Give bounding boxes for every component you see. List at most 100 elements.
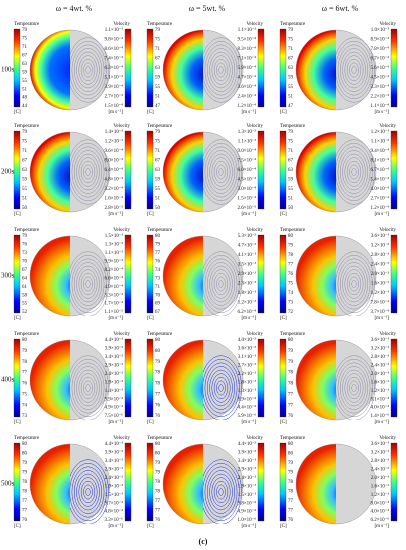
vel-tick-label: 3.2×10⁻³ (371, 346, 390, 352)
vel-tick-label: 1.2×10⁻³ (371, 290, 390, 296)
temp-tick-label: 51 (155, 197, 161, 202)
temp-tick-label: 59 (288, 76, 294, 81)
streamline (337, 146, 371, 198)
streamline (211, 55, 231, 85)
temp-tick-label: 58 (22, 293, 28, 298)
streamline (349, 62, 359, 78)
column-header: ω = 6wt. % (322, 4, 359, 13)
column-header: ω = 5wt. % (189, 4, 226, 13)
streamline (70, 459, 109, 524)
streamline (211, 269, 231, 299)
streamline (78, 269, 98, 299)
temp-tick-label: 75 (288, 140, 294, 145)
temp-tick-label: 50 (22, 206, 28, 211)
panel: Temperature8079787776757473[C]Velocity4.… (13, 332, 132, 425)
vel-tick-label: 1.1×10⁻⁵ (105, 309, 124, 315)
temp-tick-label: 63 (155, 168, 161, 173)
temp-tick-label: 55 (288, 187, 294, 192)
temp-tick-label: 50 (155, 206, 161, 211)
streamline (216, 164, 226, 180)
temp-tick-label: 75 (22, 392, 28, 397)
vel-tick-label: 2.2×10⁻⁴ (371, 94, 390, 100)
streamline (209, 153, 233, 191)
vel-tick-label: 2.2×10⁻³ (238, 371, 257, 377)
temp-tick-label: 80 (155, 452, 161, 457)
temp-tick-label: 63 (288, 66, 294, 71)
vel-tick-label: 3.2×10⁻³ (371, 243, 390, 249)
streamline-field (336, 236, 376, 316)
vel-unit: [m s⁻¹] (374, 419, 389, 425)
vel-tick-label: 4.7×10⁻⁴ (238, 75, 257, 81)
temp-unit: [C] (14, 420, 21, 425)
temp-title: Temperature (14, 332, 40, 337)
temp-tick-label: 78 (22, 360, 28, 365)
vel-colorbar (124, 234, 132, 314)
vel-tick-label: 5.9×10⁻⁶ (238, 413, 257, 419)
temperature-field (30, 132, 70, 212)
temp-tick-label: 79 (22, 471, 28, 476)
temp-tick-label: 76 (288, 518, 294, 523)
streamline (85, 66, 91, 74)
circle-outline (295, 443, 377, 525)
streamline (336, 251, 375, 316)
vel-colorbar (390, 442, 398, 522)
temp-tick-label: 76 (155, 403, 161, 408)
streamline (71, 466, 105, 518)
temp-unit: [C] (14, 110, 21, 115)
circle-outline (29, 443, 111, 525)
streamline (351, 66, 357, 74)
vel-title: Velocity (246, 332, 263, 337)
temp-colorbar (279, 234, 287, 314)
temp-tick-label: 79 (22, 234, 28, 239)
streamline (80, 160, 96, 184)
vel-tick-label: 1.4×10⁻⁶ (371, 413, 390, 419)
streamline (203, 40, 240, 100)
streamline (204, 146, 238, 198)
temp-unit: [C] (147, 420, 154, 425)
temp-tick-label: 75 (288, 282, 294, 287)
temp-tick-label: 77 (22, 499, 28, 504)
vel-tick-label: 9.4×10⁻⁴ (371, 148, 390, 154)
vel-tick-label: 4.8×10⁻⁴ (105, 509, 124, 515)
streamline (216, 380, 226, 396)
streamline (349, 380, 359, 396)
temp-unit: [C] (147, 316, 154, 321)
vel-tick-label: 3.3×10⁻⁶ (105, 517, 124, 523)
circle-outline (295, 235, 377, 317)
vel-tick-label: 2.3×10⁻³ (238, 281, 257, 287)
vel-tick-label: 1.1×10⁻⁴ (371, 103, 390, 109)
streamline (203, 139, 242, 205)
streamline (218, 280, 224, 288)
vel-colorbar (390, 338, 398, 418)
streamline (349, 164, 359, 180)
temp-tick-label: 76 (155, 518, 161, 523)
temp-tick-label: 79 (155, 28, 161, 33)
streamline (351, 168, 357, 176)
vel-title: Velocity (113, 228, 130, 233)
temp-tick-label: 67 (22, 53, 28, 58)
temp-tick-label: 71 (288, 47, 294, 52)
temp-tick-label: 59 (155, 178, 161, 183)
panel: Temperature808079797878777776[C]Velocity… (13, 436, 132, 529)
temp-tick-label: 76 (288, 414, 294, 419)
streamline (204, 466, 238, 518)
vel-tick-label: 1.2×10⁻⁴ (371, 205, 390, 211)
streamline (337, 362, 371, 414)
vel-tick-label: 2.8×10⁻³ (371, 458, 390, 464)
temp-title: Temperature (280, 332, 306, 337)
temp-tick-label: 67 (155, 310, 161, 315)
vel-tick-label: 2.4×10⁻⁴ (238, 94, 257, 100)
vel-tick-label: 8.0×10⁻⁴ (371, 500, 390, 506)
streamline (336, 37, 375, 103)
temp-tick-label: 73 (22, 251, 28, 256)
temperature-field (30, 444, 70, 524)
temp-tick-label: 75 (22, 140, 28, 145)
temp-tick-label: 77 (155, 251, 161, 256)
streamline (83, 164, 93, 180)
streamline (78, 157, 98, 187)
temp-tick-label: 78 (288, 480, 294, 485)
vel-tick-label: 1.9×10⁻³ (105, 483, 124, 489)
streamline (83, 380, 93, 396)
